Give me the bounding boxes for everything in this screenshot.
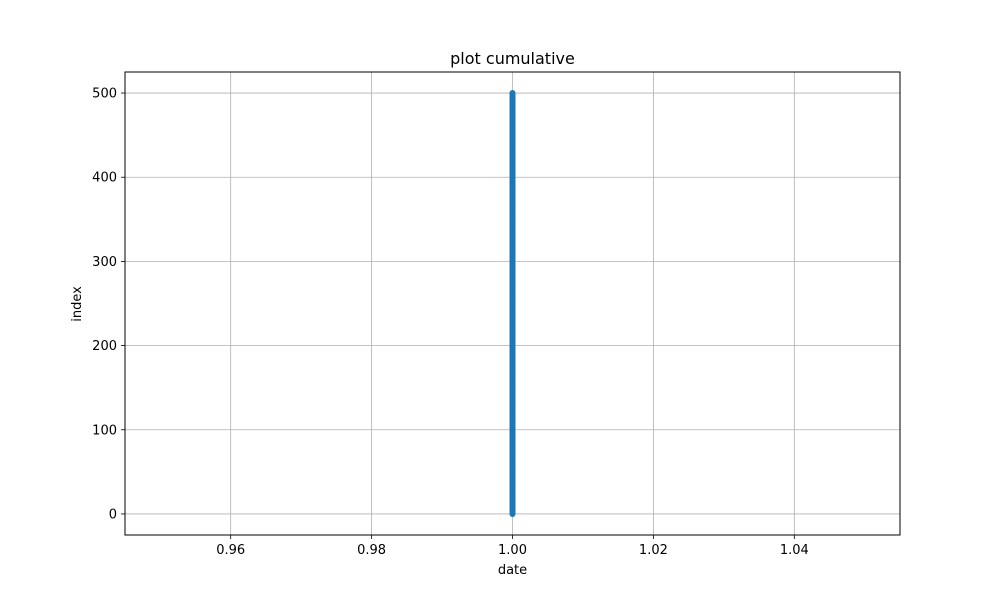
y-axis-label: index	[70, 286, 85, 322]
x-tick-label: 1.04	[780, 543, 809, 558]
x-tick-label: 1.02	[639, 543, 668, 558]
y-tick-label: 500	[92, 87, 117, 102]
y-tick-label: 0	[109, 507, 117, 522]
data-series	[509, 90, 516, 517]
x-axis-ticks: 0.96 0.98 1.00 1.02 1.04	[216, 535, 809, 558]
data-point	[509, 90, 516, 97]
series-group	[509, 90, 516, 517]
y-tick-label: 100	[92, 423, 117, 438]
x-tick-label: 0.96	[216, 543, 245, 558]
x-axis-label: date	[498, 563, 527, 578]
y-axis-ticks: 0 100 200 300 400 500	[92, 87, 125, 522]
chart-title: plot cumulative	[450, 49, 575, 68]
y-tick-label: 200	[92, 339, 117, 354]
x-tick-label: 1.00	[498, 543, 527, 558]
y-tick-label: 300	[92, 255, 117, 270]
y-tick-label: 400	[92, 171, 117, 186]
x-tick-label: 0.98	[357, 543, 386, 558]
